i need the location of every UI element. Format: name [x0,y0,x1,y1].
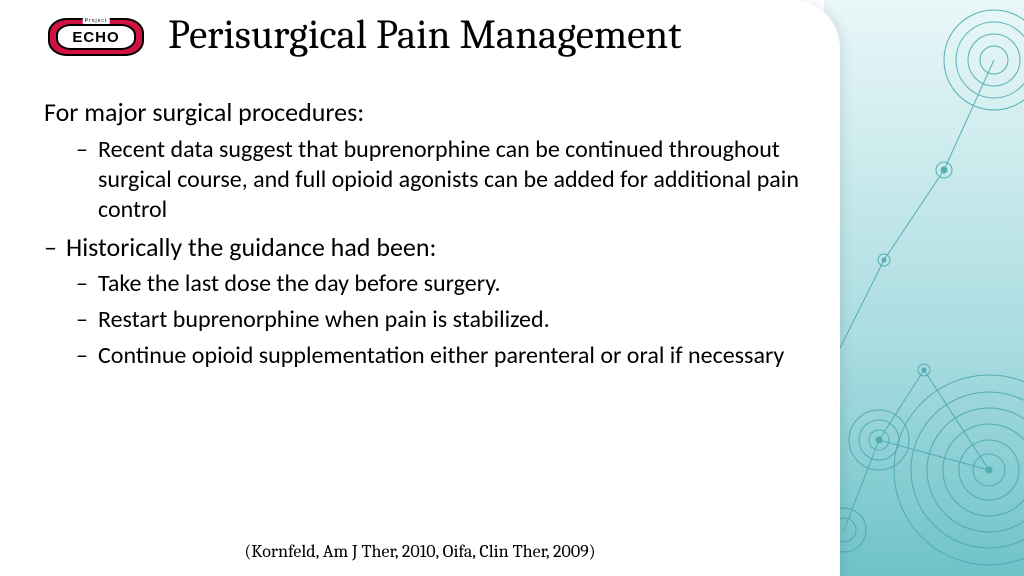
slide-title: Perisurgical Pain Management [168,12,681,59]
echo-logo: Project ECHO [48,18,144,56]
body-history-3: Continue opioid supplementation either p… [76,341,814,371]
logo-project-label: Project [83,18,110,24]
body-history-2: Restart buprenorphine when pain is stabi… [76,305,814,335]
logo-text: ECHO [72,29,119,46]
body-history-1: Take the last dose the day before surger… [76,269,814,299]
background-decoration [824,0,1024,576]
slide-body: For major surgical procedures: Recent da… [44,96,814,377]
body-intro: For major surgical procedures: [44,96,814,129]
citation: (Kornfeld, Am J Ther, 2010, Oifa, Clin T… [0,541,840,562]
body-sub-1: Recent data suggest that buprenorphine c… [76,135,814,225]
echo-logo-inner: Project ECHO [56,24,136,50]
slide: Project ECHO Perisurgical Pain Managemen… [0,0,1024,576]
body-history-heading: Historically the guidance had been: [44,231,814,264]
content-area: Project ECHO Perisurgical Pain Managemen… [0,0,840,576]
